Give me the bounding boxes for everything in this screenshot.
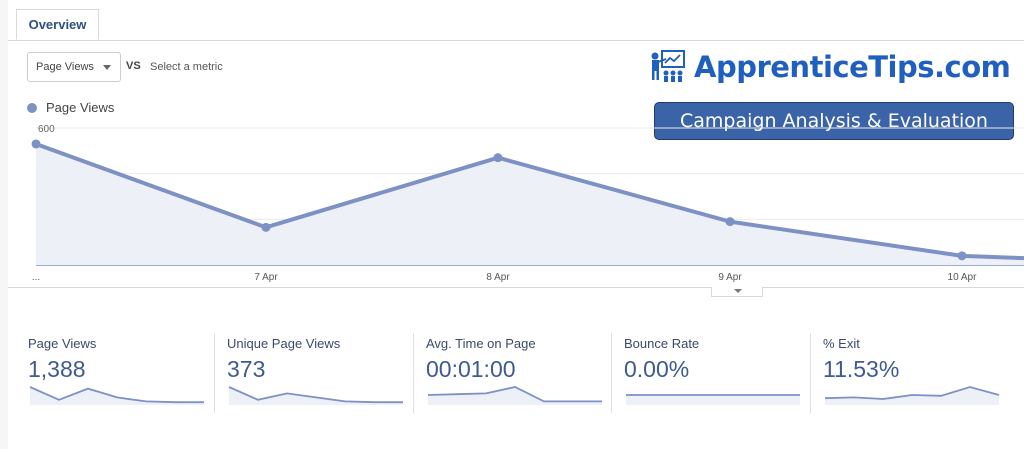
scorecard[interactable]: Page Views 1,388 [16, 333, 215, 413]
scorecard-value: 11.53% [823, 356, 900, 382]
tab-bar: Overview [8, 0, 1024, 41]
brand-logo: ApprenticeTips.com [648, 50, 1011, 84]
sparkline [29, 386, 204, 405]
sparkline-line [427, 386, 602, 403]
y-tick-label: 600 [38, 124, 55, 135]
legend-marker [27, 103, 37, 113]
data-point[interactable] [31, 139, 41, 149]
scorecard-label: Avg. Time on Page [426, 336, 536, 351]
scorecard-label: % Exit [823, 336, 860, 351]
series-area [36, 143, 1024, 265]
data-point[interactable] [261, 222, 271, 232]
scorecard-value: 0.00% [624, 356, 690, 382]
vs-label: VS [126, 60, 141, 72]
scorecard-value: 373 [227, 356, 266, 382]
legend-label: Page Views [46, 100, 115, 115]
sparkline-line [824, 386, 1000, 400]
campaign-banner: Campaign Analysis & Evaluation [654, 102, 1014, 140]
secondary-metric-select[interactable]: Select a metric [150, 61, 223, 73]
data-point[interactable] [725, 217, 735, 227]
chart-collapse-toggle[interactable] [711, 287, 763, 297]
chevron-down-icon [103, 65, 111, 70]
sparkline [228, 386, 403, 405]
sparkline-area [30, 387, 204, 405]
sparkline-area [229, 387, 403, 405]
banner-text: Campaign Analysis & Evaluation [680, 110, 988, 132]
scorecard-value: 00:01:00 [426, 356, 516, 382]
sparkline-line [29, 386, 204, 404]
sparkline-area [626, 395, 800, 405]
series-line [35, 142, 1024, 261]
scorecard-label: Bounce Rate [624, 336, 700, 351]
brand-text: ApprenticeTips.com [694, 50, 1011, 84]
sparkline [427, 386, 602, 405]
x-tick-label: 7 Apr [254, 272, 278, 283]
primary-metric-select[interactable]: Page Views [27, 52, 121, 82]
scorecard[interactable]: % Exit 11.53% [810, 333, 1010, 413]
scorecard[interactable]: Avg. Time on Page 00:01:00 [413, 333, 613, 413]
sparkline [824, 386, 1000, 405]
scorecard-value: 1,388 [28, 356, 86, 382]
x-tick-label: 8 Apr [486, 272, 510, 283]
x-tick-label: 9 Apr [718, 272, 742, 283]
sparkline-area [825, 387, 999, 405]
sparkline-line [228, 386, 403, 404]
sparkline-area [428, 387, 602, 405]
scorecard-label: Page Views [28, 336, 97, 351]
presenter-icon [651, 50, 685, 82]
scorecard[interactable]: Bounce Rate 0.00% [611, 333, 811, 413]
sparkline [626, 394, 800, 405]
scorecard[interactable]: Unique Page Views 373 [214, 333, 414, 413]
data-point[interactable] [957, 251, 967, 261]
data-point[interactable] [493, 153, 503, 163]
left-edge [0, 0, 8, 449]
scorecard-label: Unique Page Views [227, 336, 341, 351]
chevron-down-icon [734, 289, 742, 293]
primary-metric-label: Page Views [36, 61, 94, 73]
x-tick-label: 10 Apr [948, 272, 978, 283]
x-tick-label: ... [32, 272, 40, 283]
tab-overview[interactable]: Overview [16, 9, 99, 40]
chart-divider [8, 287, 1024, 288]
